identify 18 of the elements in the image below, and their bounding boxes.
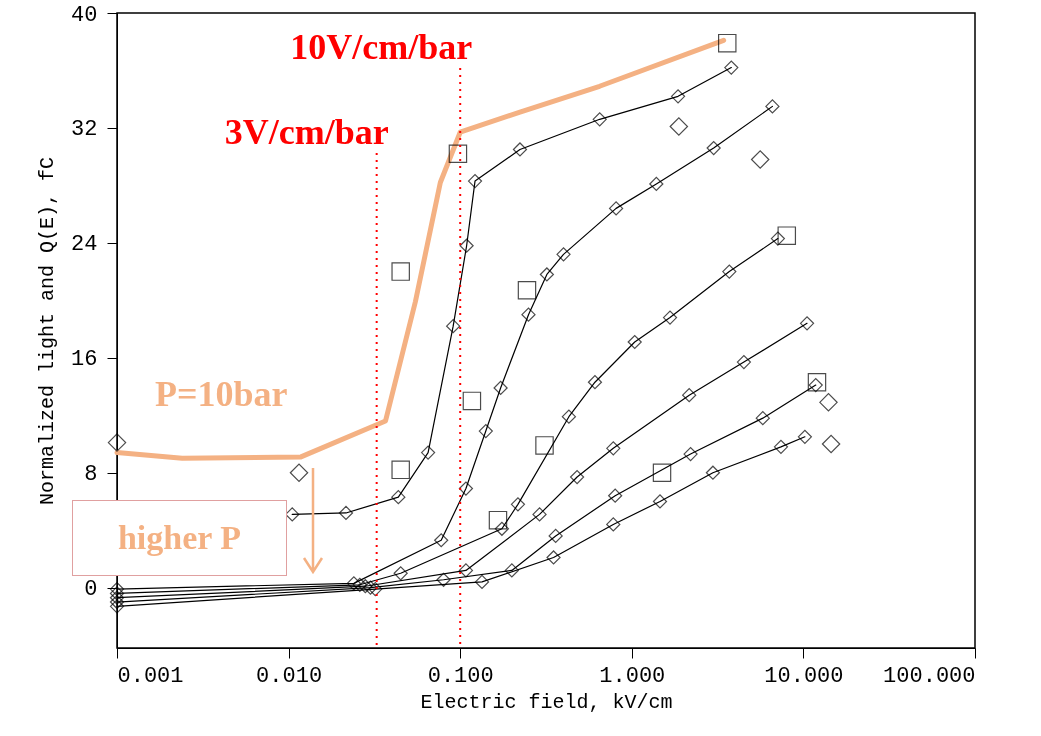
y-tick-label: 40 xyxy=(71,2,98,28)
y-tick-label: 24 xyxy=(71,232,98,258)
x-tick-label: 0.010 xyxy=(256,663,323,689)
ref-line-label: 3V/cm/bar xyxy=(224,112,389,152)
annotation: P=10bar xyxy=(155,374,288,414)
y-tick-label: 0 xyxy=(84,577,98,603)
x-tick-label: 100.000 xyxy=(883,663,976,689)
x-tick-label: 10.000 xyxy=(764,663,844,689)
y-tick-label: 16 xyxy=(71,347,98,373)
x-tick-label: 0.001 xyxy=(117,663,184,689)
y-axis-title: Normalized light and Q(E), fC xyxy=(36,156,60,506)
x-axis-title: Electric field, kV/cm xyxy=(420,690,673,714)
x-tick-label: 0.100 xyxy=(427,663,494,689)
x-tick-label: 1.000 xyxy=(599,663,666,689)
ref-line-label: 10V/cm/bar xyxy=(290,27,473,67)
y-tick-label: 8 xyxy=(84,462,98,488)
y-tick-label: 32 xyxy=(71,117,98,143)
text-box: higher P xyxy=(72,500,287,576)
